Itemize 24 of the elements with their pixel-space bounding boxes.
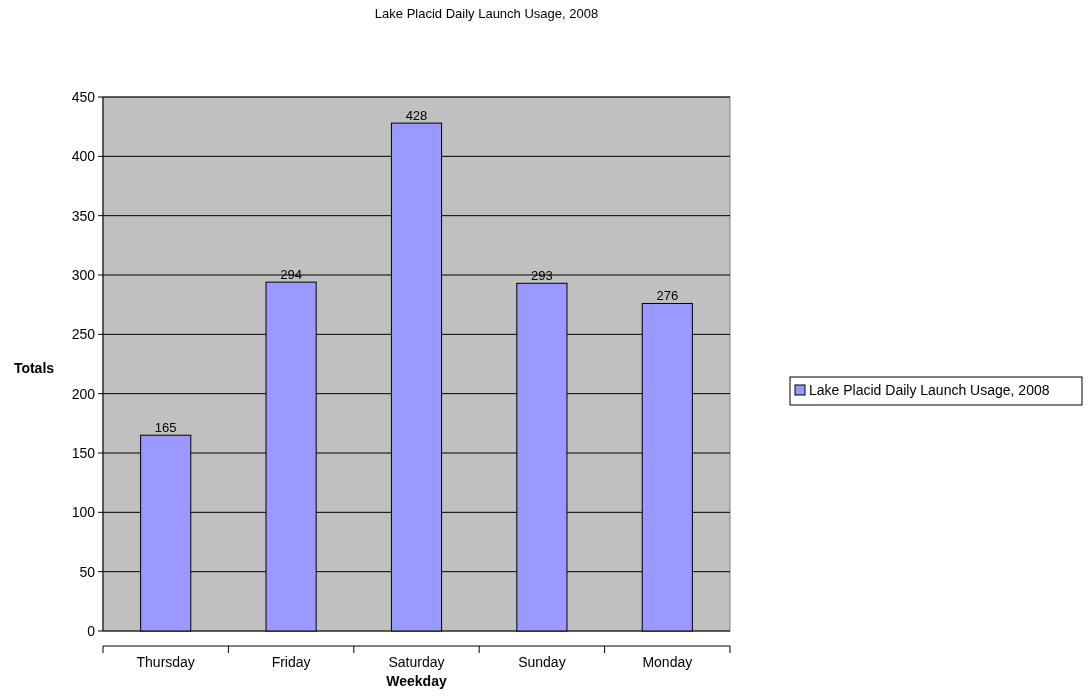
y-tick-label: 400: [71, 148, 96, 165]
y-tick-label: 100: [71, 504, 96, 521]
x-tick-label: Thursday: [136, 654, 195, 670]
y-tick-label: 200: [71, 385, 96, 402]
y-tick-label: 150: [71, 445, 96, 461]
y-tick-label: 350: [71, 207, 96, 224]
y-tick-label: 250: [71, 326, 96, 343]
data-label: 293: [531, 268, 553, 284]
x-axis-title: Weekday: [386, 673, 447, 689]
x-tick-label: Sunday: [518, 654, 566, 670]
y-axis-title: Totals: [13, 360, 55, 376]
y-tick-label: 0: [87, 623, 96, 639]
data-label: 428: [405, 108, 428, 124]
y-tick-label: 50: [79, 563, 96, 580]
legend-label: Lake Placid Daily Launch Usage, 2008: [809, 382, 1050, 398]
data-label: 276: [656, 288, 679, 304]
chart-title: Lake Placid Daily Launch Usage, 2008: [374, 6, 599, 21]
x-tick-label: Friday: [271, 654, 311, 670]
data-label: 294: [280, 267, 302, 283]
y-tick-label: 300: [71, 267, 96, 283]
x-tick-label: Saturday: [388, 654, 445, 670]
y-tick-label: 450: [71, 89, 96, 105]
data-label: 165: [154, 420, 177, 436]
x-tick-label: Monday: [642, 654, 693, 670]
